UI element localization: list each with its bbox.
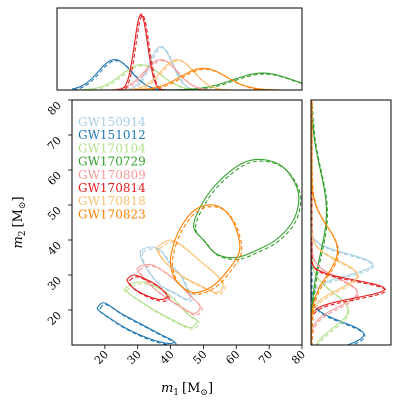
y-axis-label-sub: 2 <box>18 230 28 236</box>
x-axis-label-unit: [M <box>182 381 200 396</box>
y-axis-label-unit-sub: ⊙ <box>18 202 28 210</box>
x-tick-label: 80 <box>289 348 308 367</box>
x-axis-label-unit-sub: ⊙ <box>200 388 208 398</box>
contour-gw170729 <box>193 158 300 259</box>
y-tick-label: 60 <box>45 169 64 188</box>
m1-density-gw151012 <box>71 59 302 90</box>
y-axis-label: m2 [M⊙] <box>11 196 28 248</box>
contour-group <box>96 158 302 345</box>
m2-density-gw150914 <box>311 100 374 345</box>
legend-item-gw170729: GW170729 <box>78 155 146 169</box>
m1-density-dashed-gw170818 <box>130 60 227 90</box>
m2-marginal-panel <box>311 100 387 345</box>
m2-density-gw170814 <box>311 100 386 345</box>
x-axis-label-sub: 1 <box>173 388 179 398</box>
legend-item-gw151012: GW151012 <box>78 128 146 142</box>
y-tick-label: 20 <box>45 309 64 328</box>
m2-density-dashed-gw151012 <box>311 101 366 345</box>
top-frame <box>56 7 303 91</box>
x-tick-label: 40 <box>158 348 177 367</box>
x-tick-label: 50 <box>190 348 209 367</box>
contour-gw151012 <box>96 302 175 344</box>
contour-gw170823 <box>169 204 241 294</box>
m1-density-gw170823 <box>72 67 302 90</box>
m1-density-dashed-gw150914 <box>127 47 198 90</box>
main-frame <box>71 99 303 346</box>
m2-density-dashed-gw150914 <box>311 101 375 345</box>
contour-dashed-gw170729 <box>194 160 302 260</box>
legend-item-gw170814: GW170814 <box>78 181 146 195</box>
legend-item-gw170104: GW170104 <box>78 141 146 155</box>
contour-dashed-gw170104 <box>125 283 200 330</box>
y-tick-label: 70 <box>45 134 64 153</box>
m2-density-gw151012 <box>311 100 365 345</box>
axis-labels: m1 [M⊙]m2[M⊙] <box>11 196 213 398</box>
contour-dashed-gw170809 <box>138 265 203 316</box>
contour-dashed-gw170823 <box>171 206 243 295</box>
m1-density-dashed-gw170823 <box>141 68 269 90</box>
m2-density-gw170729 <box>311 100 327 345</box>
y-tick-label: 80 <box>45 99 64 118</box>
legend: GW150914GW151012GW170104GW170729GW170809… <box>78 115 146 221</box>
m2-density-group <box>311 100 387 345</box>
y-tick-label: 40 <box>45 239 64 258</box>
m1-density-dashed-gw170104 <box>85 65 200 90</box>
x-tick-label: 60 <box>223 348 242 367</box>
x-axis-label-close: ] <box>208 381 213 396</box>
right-frame <box>310 99 392 346</box>
m2-density-dashed-gw170823 <box>311 101 339 345</box>
m1-density-dashed-gw151012 <box>73 60 165 90</box>
y-tick-label: 30 <box>45 274 64 293</box>
y-axis-label-unit: [M <box>11 209 26 227</box>
m1-density-dashed-gw170814 <box>121 14 164 90</box>
y-tick-label: 50 <box>45 204 64 223</box>
m1-density-group <box>71 13 302 90</box>
m1-density-gw170729 <box>72 72 302 90</box>
y-axis-label-close: ] <box>11 196 26 201</box>
m2-density-dashed-gw170814 <box>311 101 387 345</box>
contour-gw170818 <box>155 239 224 294</box>
m2-density-gw170809 <box>311 100 358 345</box>
contour-dashed-gw170818 <box>157 241 226 295</box>
x-axis-label: m1 [M⊙] <box>161 381 213 398</box>
m1-density-gw170814 <box>72 13 302 90</box>
legend-item-gw170818: GW170818 <box>78 194 146 208</box>
contour-dashed-gw151012 <box>98 304 177 345</box>
legend-item-gw170809: GW170809 <box>78 168 146 182</box>
m2-density-gw170818 <box>311 100 358 345</box>
contour-gw170104 <box>123 281 198 329</box>
y-axis-label-symbol: m <box>11 236 26 248</box>
x-tick-label: 20 <box>92 348 111 367</box>
x-tick-label: 70 <box>256 348 275 367</box>
m2-density-gw170104 <box>311 100 349 345</box>
m1-density-gw170104 <box>72 64 302 90</box>
x-axis-label-symbol: m <box>161 381 173 396</box>
m1-marginal-panel <box>71 13 302 90</box>
legend-item-gw150914: GW150914 <box>78 115 146 129</box>
m1-density-gw150914 <box>72 46 302 90</box>
joint-contour-panel <box>96 158 302 345</box>
legend-item-gw170823: GW170823 <box>78 207 146 221</box>
x-tick-label: 30 <box>125 348 144 367</box>
